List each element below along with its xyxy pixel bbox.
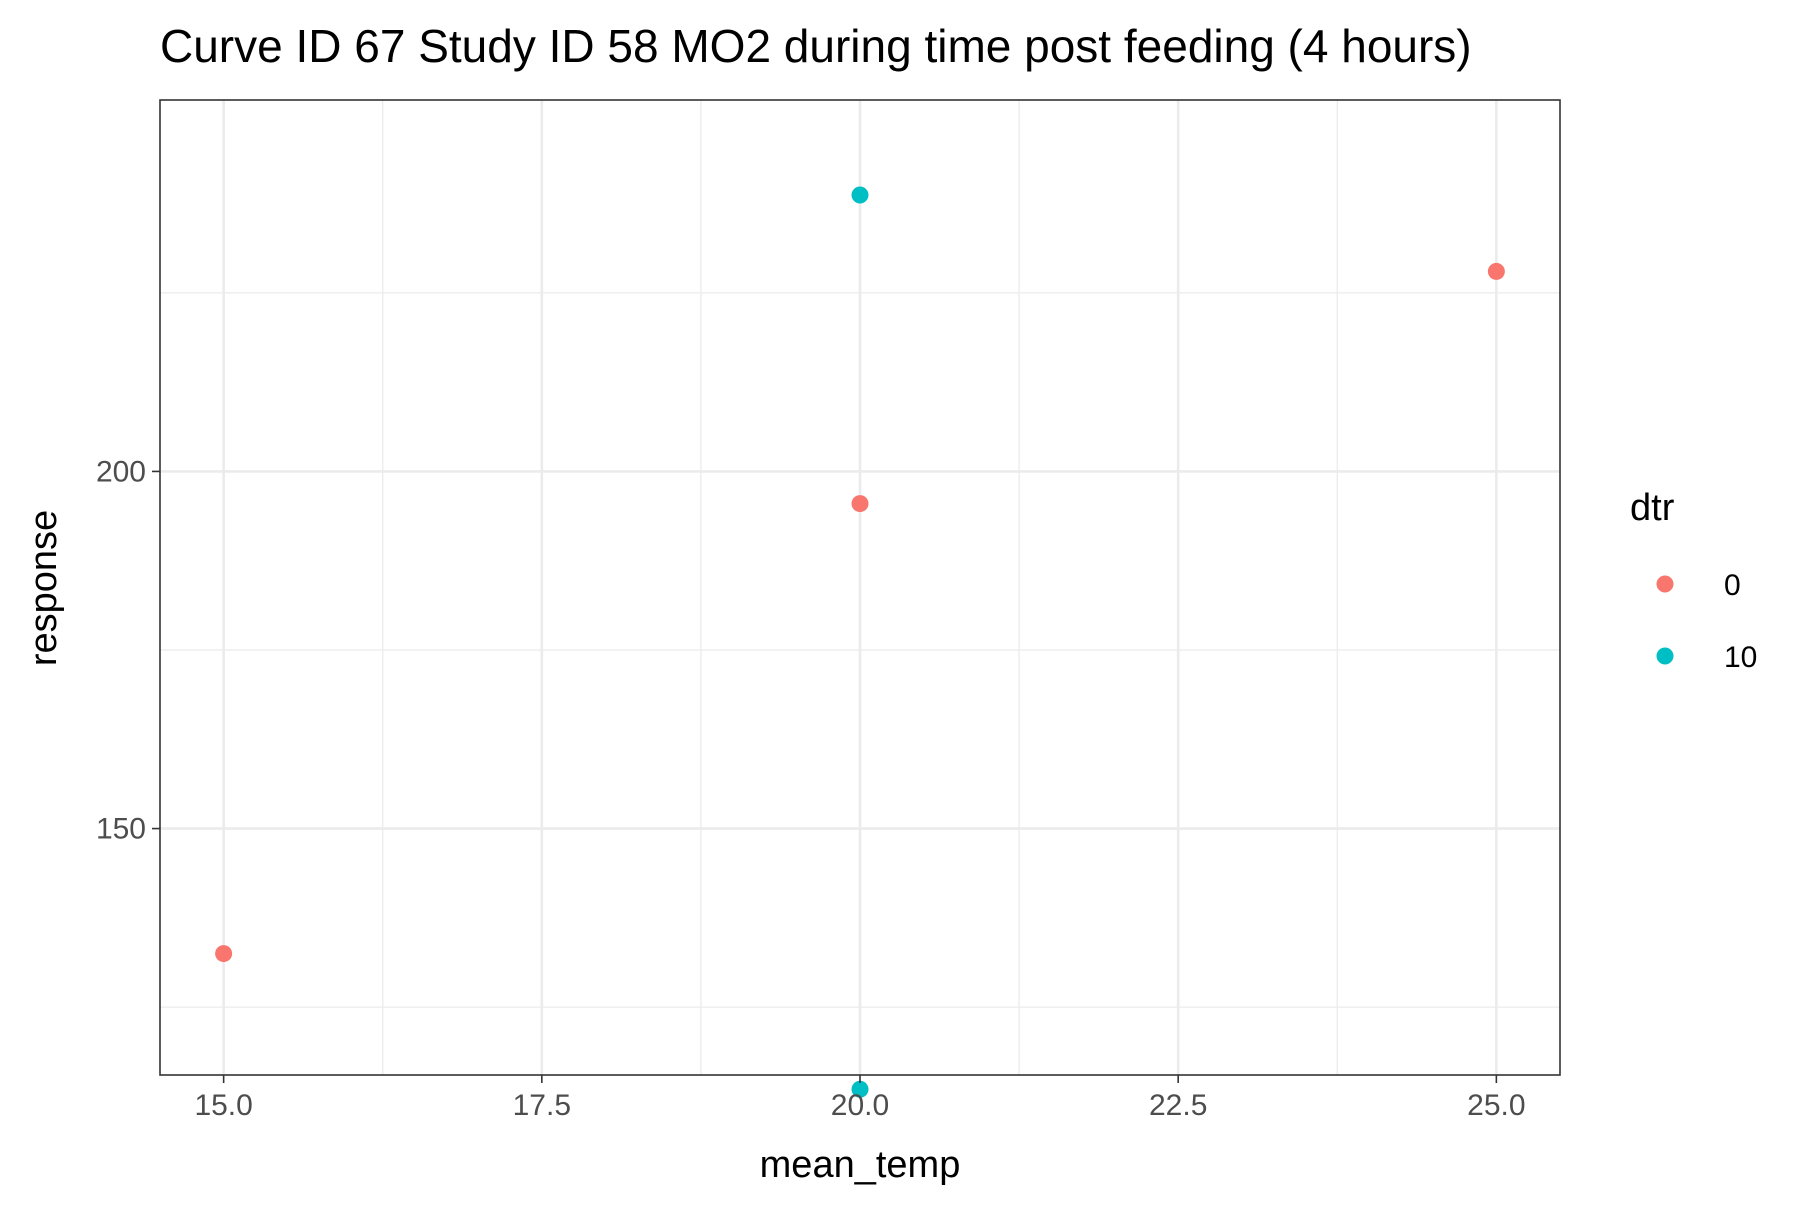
legend: dtr 0 10 <box>1630 487 1757 674</box>
legend-title: dtr <box>1630 487 1675 529</box>
y-tick-label: 200 <box>96 455 146 488</box>
data-point <box>851 186 869 204</box>
x-tick-label: 25.0 <box>1467 1089 1525 1122</box>
legend-key <box>1656 575 1674 593</box>
legend-key <box>1656 647 1674 665</box>
legend-label: 0 <box>1724 569 1741 602</box>
x-tick-label: 20.0 <box>831 1089 889 1122</box>
x-tick-label: 17.5 <box>513 1089 571 1122</box>
y-tick-label: 150 <box>96 813 146 846</box>
data-point <box>215 945 233 963</box>
x-tick-label: 22.5 <box>1149 1089 1207 1122</box>
chart-title: Curve ID 67 Study ID 58 MO2 during time … <box>160 20 1472 72</box>
legend-label: 10 <box>1724 641 1757 674</box>
data-point <box>851 1080 869 1098</box>
data-point <box>851 495 869 513</box>
x-axis-label: mean_temp <box>760 1144 961 1186</box>
grid-major <box>160 100 1560 1075</box>
y-axis-label: response <box>23 510 65 666</box>
legend-items: 0 10 <box>1656 569 1757 674</box>
data-points <box>215 186 1505 1098</box>
y-axis: 150 200 <box>96 455 160 846</box>
x-axis: 15.0 17.5 20.0 22.5 25.0 <box>194 1075 1526 1122</box>
data-point <box>1487 262 1505 280</box>
x-tick-label: 15.0 <box>194 1089 252 1122</box>
